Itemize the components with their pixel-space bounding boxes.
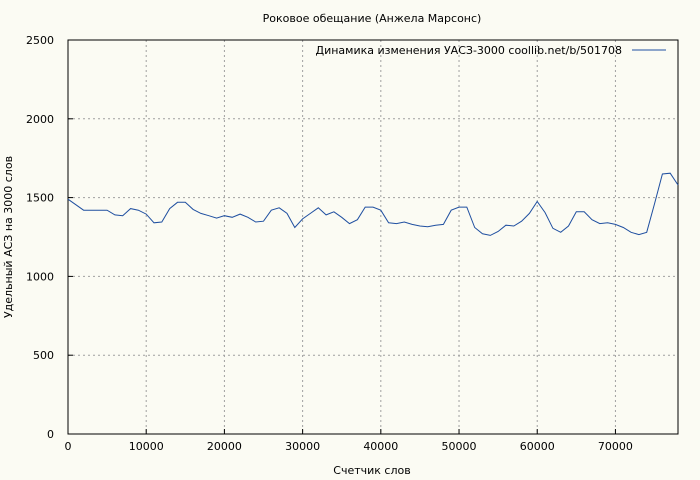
x-tick-label: 40000 (363, 440, 398, 453)
y-tick-label: 1500 (26, 192, 54, 205)
y-tick-label: 2000 (26, 113, 54, 126)
grid (68, 40, 678, 434)
x-tick-label: 60000 (520, 440, 555, 453)
x-tick-label: 50000 (442, 440, 477, 453)
legend: Динамика изменения УАСЗ-3000 coollib.net… (316, 44, 666, 57)
x-tick-label: 0 (65, 440, 72, 453)
y-tick-label: 500 (33, 349, 54, 362)
series-group (67, 172, 679, 236)
x-tick-label: 20000 (207, 440, 242, 453)
x-tick-label: 70000 (598, 440, 633, 453)
series-line (67, 172, 679, 236)
x-axis: 0 10000 20000 30000 40000 50000 60000 70000 (65, 429, 633, 453)
x-tick-label: 10000 (129, 440, 164, 453)
x-axis-label: Счетчик слов (333, 464, 410, 477)
plot-frame (67, 39, 679, 435)
legend-label: Динамика изменения УАСЗ-3000 coollib.net… (316, 44, 623, 57)
y-tick-label: 1000 (26, 270, 54, 283)
x-tick-label: 30000 (285, 440, 320, 453)
y-axis-label: Удельный АСЗ на 3000 слов (2, 156, 15, 318)
y-axis: 0 500 1000 1500 2000 2500 (26, 34, 73, 441)
y-tick-label: 2500 (26, 34, 54, 47)
y-tick-label: 0 (47, 428, 54, 441)
chart-title: Роковое обещание (Анжела Марсонс) (263, 12, 482, 25)
